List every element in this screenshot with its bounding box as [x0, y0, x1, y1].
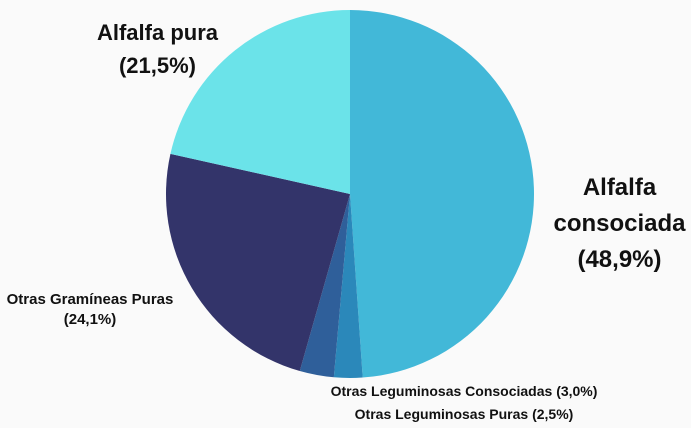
category-name: Alfalfa pura [96, 20, 219, 45]
category-name: Alfalfa consociada [553, 174, 686, 237]
value-label: (3,0%) [556, 383, 598, 399]
value-label: (48,9%) [577, 246, 662, 273]
slice-label: Otras Leguminosas Consociadas (3,0%) [234, 382, 691, 400]
value-label: (2,5%) [532, 406, 574, 422]
value-label: (24,1%) [63, 310, 117, 328]
slice-label: Otras Gramíneas Puras (24,1%) [0, 290, 180, 329]
category-name: Otras Gramíneas Puras [6, 291, 174, 308]
category-name: Otras Leguminosas Puras [354, 406, 529, 422]
category-name: Otras Leguminosas Consociadas [330, 383, 553, 399]
pie-slice [299, 194, 350, 378]
slice-label: Otras Leguminosas Puras (2,5%) [264, 405, 664, 423]
value-label: (21,5%) [118, 53, 197, 78]
pie-slice [350, 10, 535, 378]
pie-slice [170, 10, 350, 194]
slice-label: Alfalfa consociada (48,9%) [548, 170, 691, 278]
pie-slice [333, 194, 363, 378]
pie-slice [166, 153, 350, 372]
slice-label: Alfalfa pura (21,5%) [70, 16, 245, 82]
